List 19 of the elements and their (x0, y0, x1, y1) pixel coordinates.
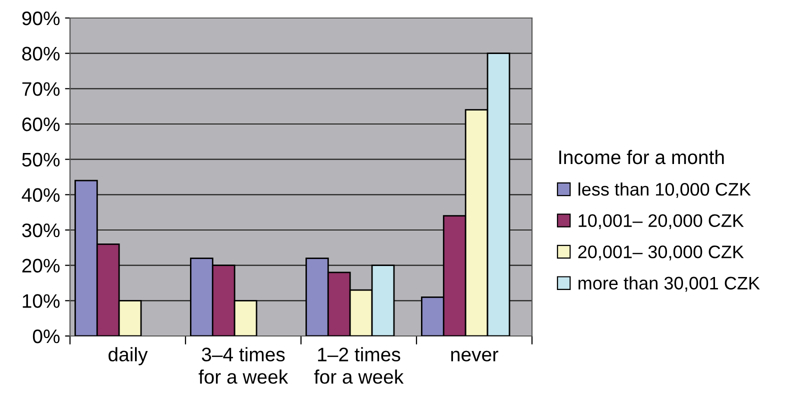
legend-label: 10,001– 20,000 CZK (578, 214, 744, 230)
y-tick-label: 20% (22, 258, 60, 273)
x-tick-label: daily (108, 347, 148, 366)
x-tick-label: 3–4 times for a week (198, 347, 288, 384)
legend-title: Income for a month (559, 150, 724, 164)
y-tick-label: 60% (22, 117, 60, 132)
legend-label: 20,001– 30,000 CZK (578, 246, 744, 260)
x-tick-label: never (451, 350, 498, 362)
y-tick-label: 50% (22, 152, 60, 167)
y-tick-label: 0% (32, 329, 60, 344)
y-tick-label: 70% (22, 82, 60, 96)
legend-label: more than 30,001 CZK (578, 276, 760, 292)
legend-label: less than 10,000 CZK (578, 182, 751, 198)
y-tick-label: 80% (22, 46, 60, 61)
y-tick-label: 40% (22, 188, 60, 202)
y-tick-label: 10% (22, 294, 60, 308)
x-tick-label: 1–2 times for a week (314, 347, 404, 384)
y-tick-label: 90% (22, 11, 60, 26)
y-tick-label: 30% (22, 223, 60, 238)
